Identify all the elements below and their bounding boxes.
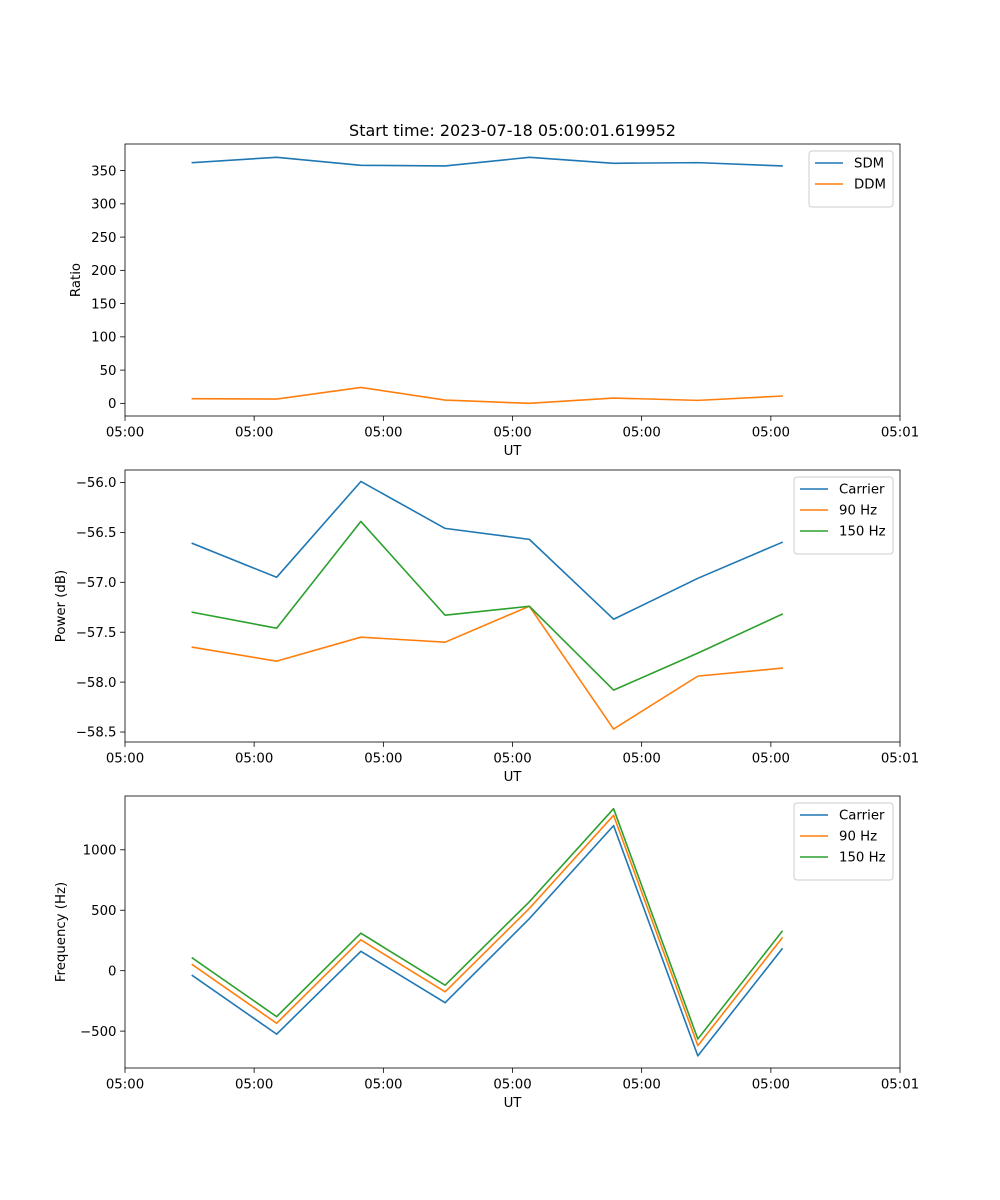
ratio-y-tick-label: 100 — [91, 331, 116, 346]
frequency-x-tick-label: 05:00 — [752, 1078, 790, 1093]
ratio-legend: SDM DDM — [808, 150, 894, 208]
frequency-legend-box — [793, 802, 894, 881]
power-series-150-hz-line — [191, 520, 784, 691]
power-x-tick-label: 05:00 — [106, 752, 144, 767]
frequency-y-axis-label: Frequency (Hz) — [54, 882, 69, 982]
frequency-legend-label-90-hz: 90 Hz — [839, 830, 877, 845]
ratio-axes-frame — [124, 143, 901, 417]
ratio-x-axis-label: UT — [504, 444, 523, 459]
ratio-series-sdm-line — [191, 156, 783, 167]
frequency-legend: Carrier 90 Hz 150 Hz — [793, 802, 894, 881]
ratio-legend-label-sdm: SDM — [854, 157, 884, 172]
power-series-carrier-line — [191, 480, 784, 621]
frequency-legend-label-150-hz: 150 Hz — [839, 851, 886, 866]
ratio-x-tick-label: 05:01 — [881, 426, 919, 441]
ratio-series-ddm-line — [191, 386, 783, 405]
ratio-x-tick-label: 05:00 — [235, 426, 273, 441]
frequency-axes-frame — [124, 795, 901, 1069]
frequency-x-tick-label: 05:00 — [235, 1078, 273, 1093]
power-legend: Carrier 90 Hz 150 Hz — [793, 476, 894, 555]
ratio-y-tick-label: 150 — [91, 297, 116, 312]
frequency-legend-label-carrier: Carrier — [839, 809, 885, 824]
ratio-y-tick-label: 350 — [91, 164, 116, 179]
power-x-axis-label: UT — [504, 770, 523, 785]
frequency-panel: 05:00 05:00 05:00 05:00 05:00 05:00 05:01 −500 0… — [54, 795, 919, 1111]
figure-title: Start time: 2023-07-18 05:00:01.619952 — [349, 121, 676, 140]
power-y-tick-label: −56.0 — [76, 476, 117, 491]
ratio-x-tick-label: 05:00 — [752, 426, 790, 441]
frequency-x-tick-label: 05:00 — [364, 1078, 402, 1093]
frequency-y-tick-label: 0 — [108, 964, 116, 979]
frequency-series-90-hz-line — [191, 814, 784, 1047]
power-x-tick-label: 05:00 — [622, 752, 660, 767]
frequency-x-tick-label: 05:00 — [622, 1078, 660, 1093]
ratio-x-tick-label: 05:00 — [622, 426, 660, 441]
ratio-x-tick-label: 05:00 — [364, 426, 402, 441]
ratio-x-tick-label: 05:00 — [493, 426, 531, 441]
power-y-axis-label: Power (dB) — [54, 570, 69, 642]
ratio-y-tick-label: 0 — [108, 397, 116, 412]
frequency-series-150-hz-line — [191, 807, 784, 1040]
frequency-x-tick-label: 05:00 — [106, 1078, 144, 1093]
frequency-y-tick-label: −500 — [80, 1025, 117, 1040]
ratio-panel: 05:00 05:00 05:00 05:00 05:00 05:00 05:01 0 50 10… — [69, 143, 919, 459]
power-x-tick-label: 05:00 — [752, 752, 790, 767]
ratio-legend-box — [808, 150, 894, 208]
frequency-x-axis-label: UT — [504, 1096, 523, 1111]
power-y-tick-label: −58.5 — [76, 726, 117, 741]
power-panel: 05:00 05:00 05:00 05:00 05:00 05:00 05:01 −58.5… — [54, 469, 919, 785]
frequency-x-tick-label: 05:00 — [493, 1078, 531, 1093]
power-x-tick-label: 05:00 — [364, 752, 402, 767]
ratio-x-tick-label: 05:00 — [106, 426, 144, 441]
power-legend-box — [793, 476, 894, 555]
ratio-y-tick-label: 50 — [100, 364, 117, 379]
power-y-tick-label: −57.0 — [76, 576, 117, 591]
power-x-tick-label: 05:00 — [493, 752, 531, 767]
power-legend-label-150-hz: 150 Hz — [839, 525, 886, 540]
frequency-y-tick-label: 500 — [91, 904, 116, 919]
power-x-tick-label: 05:01 — [881, 752, 919, 767]
power-series-90-hz-line — [191, 605, 783, 730]
ratio-y-tick-label: 200 — [91, 264, 116, 279]
ratio-legend-label-ddm: DDM — [854, 178, 886, 193]
ratio-y-tick-label: 250 — [91, 231, 116, 246]
ratio-y-tick-label: 300 — [91, 198, 116, 213]
power-x-tick-label: 05:00 — [235, 752, 273, 767]
power-legend-label-carrier: Carrier — [839, 483, 885, 498]
power-axes-frame — [124, 469, 901, 743]
frequency-series-carrier-line — [191, 824, 784, 1057]
frequency-y-tick-label: 1000 — [83, 843, 117, 858]
power-y-tick-label: −56.5 — [76, 526, 117, 541]
power-y-tick-label: −58.0 — [76, 676, 117, 691]
power-y-tick-label: −57.5 — [76, 626, 117, 641]
frequency-x-tick-label: 05:01 — [881, 1078, 919, 1093]
ratio-y-axis-label: Ratio — [69, 263, 84, 297]
power-legend-label-90-hz: 90 Hz — [839, 504, 877, 519]
